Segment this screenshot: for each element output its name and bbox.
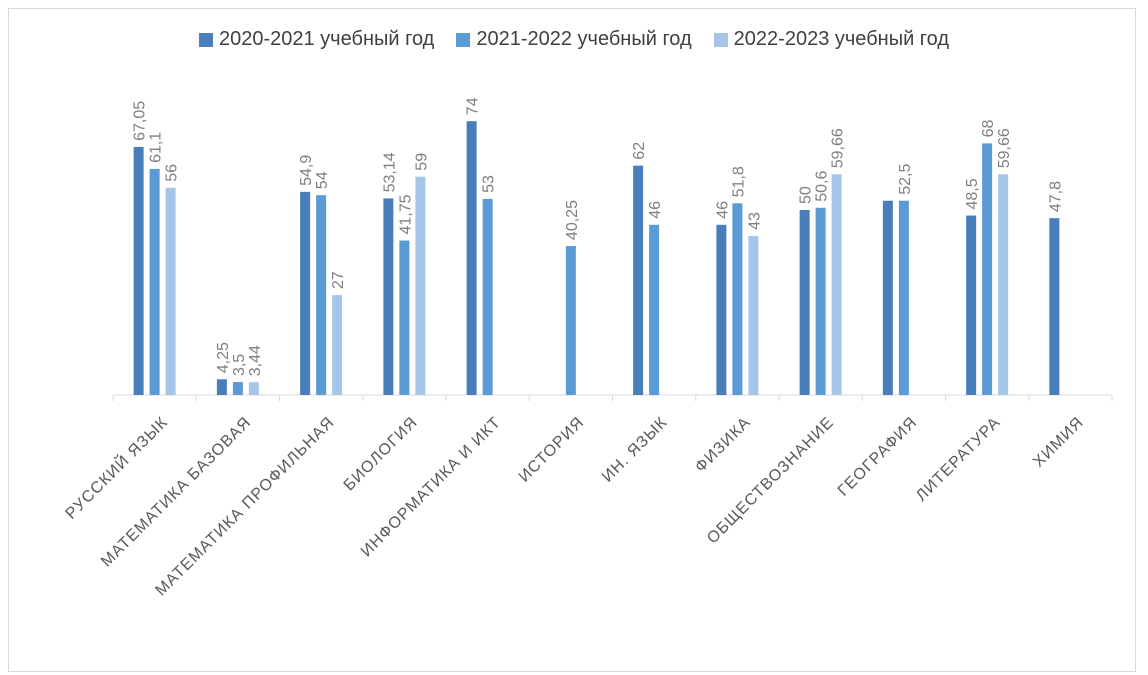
x-tick-label: ГЕОГРАФИЯ [835,414,921,500]
data-label: 51,8 [730,166,747,197]
data-label: 52,5 [897,164,914,195]
bar [882,200,893,395]
chart-legend: 2020-2021 учебный год 2021-2022 учебный … [0,28,1148,51]
bar [165,187,176,395]
bar [799,210,810,395]
x-tick-label: ФИЗИКА [692,414,754,476]
legend-label-2020-2021: 2020-2021 учебный год [218,28,435,50]
bar [831,174,842,395]
data-label: 68 [980,120,997,138]
x-tick-label: ЛИТЕРАТУРА [913,414,1004,505]
x-tick-label: ИСТОРИЯ [516,414,588,486]
bar [248,382,259,395]
data-label: 74 [465,97,482,115]
data-label: 54 [314,171,331,189]
bar [332,295,343,395]
bar [732,203,743,395]
data-label: 62 [631,142,648,160]
bar [966,215,977,395]
bar [633,165,644,395]
bar [815,207,826,395]
data-label: 46 [714,201,731,219]
data-label: 59,66 [830,128,847,168]
bar [466,121,477,395]
bar [399,240,410,395]
data-label: 61,1 [148,132,165,163]
data-label: 67,05 [132,101,149,141]
bar [565,246,576,395]
data-label: 53 [481,175,498,193]
bar [482,198,493,395]
legend-item-2022-2023: 2022-2023 учебный год [713,28,950,51]
legend-swatch-2020-2021 [198,32,213,47]
bar [133,146,144,395]
x-tick-label: МАТЕМАТИКА БАЗОВАЯ [98,414,255,571]
legend-item-2020-2021: 2020-2021 учебный год [198,28,435,51]
bar [982,143,993,395]
legend-item-2021-2022: 2021-2022 учебный год [456,28,692,51]
bar [898,200,909,395]
bar [216,379,227,395]
bar [1049,218,1060,395]
data-label: 43 [746,212,763,230]
legend-swatch-2022-2023 [713,32,728,47]
legend-label-2022-2023: 2022-2023 учебный год [733,28,950,50]
data-label: 53,14 [381,152,398,192]
data-label: 50 [798,186,815,204]
legend-swatch-2021-2022 [456,32,471,47]
legend-label-2021-2022: 2021-2022 учебный год [476,28,692,50]
data-label: 59 [413,153,430,171]
data-label: 48,5 [964,178,981,209]
data-label: 54,9 [298,155,315,186]
bar [998,174,1009,395]
data-label: 59,66 [996,128,1013,168]
x-tick-label: МАТЕМАТИКА ПРОФИЛЬНАЯ [152,414,338,600]
data-label: 46 [647,201,664,219]
x-tick-label: ИНФОРМАТИКА И ИКТ [358,414,504,560]
data-label: 3,44 [247,345,264,376]
data-label: 56 [164,164,181,182]
bar [649,224,660,395]
bar [383,198,394,395]
bar [149,168,160,395]
bar [316,195,327,395]
data-label: 4,25 [215,342,232,373]
x-tick-label: БИОЛОГИЯ [341,414,422,495]
data-label: 41,75 [397,194,414,234]
data-label: 40,25 [564,200,581,240]
bar [232,382,243,395]
data-label: 3,5 [231,354,248,376]
bar [300,191,311,395]
x-tick-label: ИН. ЯЗЫК [599,414,671,486]
bar [415,176,426,395]
data-label: 50,6 [814,171,831,202]
bar [748,235,759,395]
x-tick-label: ХИМИЯ [1030,414,1087,471]
data-label: 27 [330,271,347,289]
bar [716,224,727,395]
data-label: 47,8 [1047,181,1064,212]
